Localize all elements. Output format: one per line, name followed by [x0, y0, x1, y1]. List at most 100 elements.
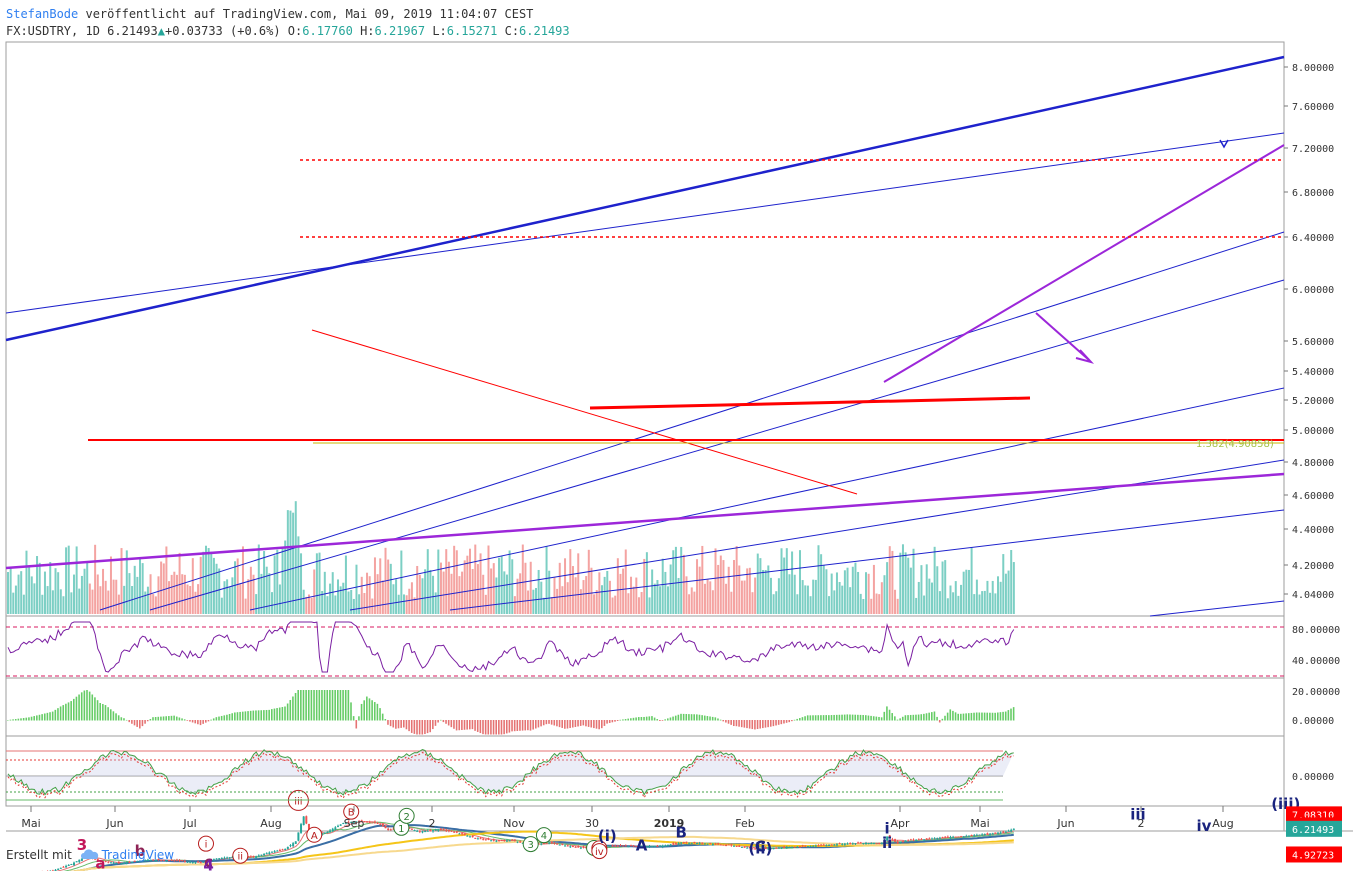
- histogram-bar: [17, 718, 20, 721]
- volume-bar: [804, 585, 807, 614]
- candle-body: [136, 861, 139, 863]
- volume-bar: [265, 566, 268, 614]
- x-tick-label: Sep: [344, 817, 365, 830]
- histogram-bar: [703, 715, 706, 721]
- histogram-bar: [220, 715, 223, 721]
- candle-body: [202, 861, 205, 863]
- histogram-bar: [112, 711, 115, 721]
- candle-body: [199, 862, 202, 864]
- author-link[interactable]: StefanBode: [6, 7, 79, 21]
- histogram-bar: [975, 712, 978, 721]
- volume-bar: [49, 562, 52, 614]
- volume-bar: [28, 566, 31, 614]
- open-value: 6.17760: [302, 24, 353, 38]
- candle-body: [917, 839, 920, 841]
- price-label: 6.21493: [1292, 825, 1334, 836]
- histogram-bar: [294, 692, 297, 721]
- candle-body: [183, 860, 186, 862]
- candle-body: [131, 861, 134, 863]
- cycle-pane[interactable]: [5, 735, 1285, 807]
- volume-bar: [1002, 554, 1005, 614]
- histogram-bar: [677, 714, 680, 721]
- candle-body: [674, 843, 677, 845]
- histogram-bar: [669, 717, 672, 721]
- histogram-pane[interactable]: [5, 677, 1285, 737]
- candle-body: [561, 843, 564, 846]
- volume-bar: [817, 545, 820, 614]
- histogram-bar: [611, 720, 614, 723]
- volume-bar: [838, 582, 841, 614]
- projection-arrows: [1035, 139, 1229, 364]
- candle-body: [569, 846, 572, 848]
- candle-body: [693, 841, 696, 843]
- price-label: 7.08310: [1292, 810, 1334, 821]
- volume-bar: [244, 598, 247, 614]
- histogram-bar: [207, 720, 210, 722]
- volume-bar: [527, 590, 530, 614]
- candle-body: [571, 845, 574, 847]
- wave-label: iii: [1130, 806, 1145, 824]
- histogram-bar: [693, 714, 695, 721]
- histogram-bar: [709, 716, 711, 721]
- histogram-bar: [870, 715, 872, 721]
- candle-body: [286, 846, 289, 849]
- histogram-bar: [923, 713, 925, 721]
- volume-bar: [698, 566, 701, 614]
- candle-body: [389, 829, 392, 831]
- histogram-bar: [437, 720, 439, 723]
- candle-body: [849, 843, 852, 845]
- histogram-bar: [812, 715, 814, 721]
- volume-bar: [833, 590, 836, 614]
- wave-label: c: [204, 853, 213, 871]
- histogram-bar: [756, 720, 759, 730]
- histogram-bar: [733, 720, 735, 727]
- y-tick-label: 5.40000: [1292, 367, 1334, 378]
- histogram-bar: [30, 716, 33, 721]
- histogram-bar: [690, 714, 693, 721]
- volume-bar: [300, 553, 303, 614]
- candle-body: [772, 848, 775, 850]
- volume-bar: [43, 571, 46, 614]
- histogram-bar: [205, 720, 207, 723]
- wave-circle: [198, 835, 214, 852]
- volume-bar: [843, 570, 846, 614]
- wave-label: i: [885, 819, 890, 837]
- histogram-bar: [806, 715, 809, 721]
- oscillator-pane[interactable]: [5, 615, 1285, 679]
- histogram-bar: [643, 716, 645, 721]
- volume-bar: [271, 592, 273, 614]
- x-tick-label: Nov: [503, 817, 525, 830]
- volume-bar: [1004, 573, 1007, 614]
- candle-body: [865, 842, 867, 845]
- candle-body: [181, 859, 184, 862]
- histogram-bar: [22, 718, 25, 721]
- histogram-bar: [434, 720, 437, 726]
- histogram-bar: [606, 720, 608, 724]
- candle-body: [558, 844, 561, 846]
- histogram-bar: [123, 718, 125, 721]
- volume-bar: [809, 596, 812, 614]
- histogram-bar: [46, 712, 49, 721]
- histogram-bar: [337, 690, 339, 721]
- tradingview-link[interactable]: TradingView: [101, 848, 175, 862]
- histogram-bar: [12, 719, 14, 721]
- volume-bar: [577, 553, 580, 614]
- candle-body: [218, 858, 221, 860]
- volume-bar: [601, 585, 603, 614]
- wave-label: 2: [403, 812, 409, 823]
- wave-label: 4: [203, 856, 213, 871]
- volume-bar: [738, 565, 741, 614]
- candle-body: [442, 829, 445, 831]
- histogram-bar: [828, 715, 830, 721]
- volume-bar: [653, 583, 656, 614]
- main-pane[interactable]: [5, 41, 1285, 617]
- volume-bar: [358, 594, 361, 614]
- candle-body: [688, 842, 691, 844]
- volume-bar: [355, 564, 358, 614]
- last-price: 6.21493: [107, 24, 158, 38]
- candle-body: [690, 842, 693, 844]
- volume-bar: [46, 586, 49, 614]
- candle-body: [843, 843, 846, 845]
- histogram-bar: [210, 719, 212, 721]
